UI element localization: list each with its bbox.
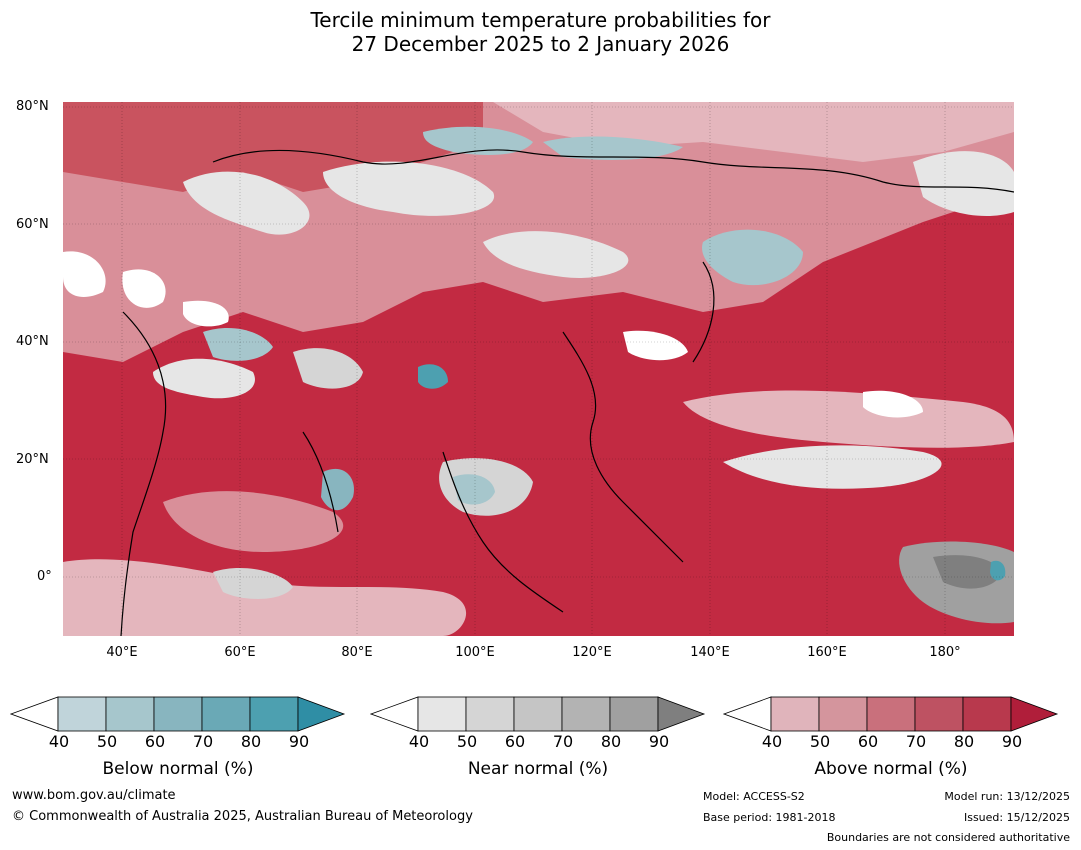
footer-model-run: Model run: 13/12/2025	[944, 790, 1070, 803]
near-tick-80: 80	[600, 732, 622, 751]
colorbar-max-triangle	[297, 696, 346, 732]
below-tick-60: 60	[144, 732, 166, 751]
footer-website: www.bom.gov.au/climate	[12, 788, 176, 803]
map-title: Tercile minimum temperature probabilitie…	[0, 8, 1081, 56]
lon-label-60e: 60°E	[224, 645, 256, 660]
colorbar-swatch	[249, 696, 299, 732]
above-tick-50: 50	[809, 732, 831, 751]
title-line-2: 27 December 2025 to 2 January 2026	[351, 32, 730, 56]
lon-label-100e: 100°E	[455, 645, 495, 660]
probability-map	[63, 102, 1014, 636]
colorbar-max-triangle	[657, 696, 706, 732]
near-tick-90: 90	[648, 732, 670, 751]
lat-label-60n: 60°N	[16, 217, 49, 232]
footer-copyright: © Commonwealth of Australia 2025, Austra…	[12, 809, 473, 824]
colorbar-below-swatches	[10, 696, 346, 732]
above-tick-70: 70	[905, 732, 927, 751]
colorbar-swatch	[914, 696, 964, 732]
footer-issued: Issued: 15/12/2025	[963, 811, 1070, 824]
colorbar-swatch	[513, 696, 563, 732]
legend-near-normal-label: Near normal (%)	[467, 759, 609, 779]
footer-disclaimer: Boundaries are not considered authoritat…	[826, 831, 1070, 844]
near-tick-70: 70	[552, 732, 574, 751]
colorbar-swatch	[818, 696, 868, 732]
map-canvas	[63, 102, 1014, 636]
colorbar-near-swatches	[370, 696, 706, 732]
lon-label-160e: 160°E	[807, 645, 847, 660]
colorbar-min-triangle	[723, 696, 772, 732]
colorbar-above-swatches	[723, 696, 1059, 732]
colorbar-swatch	[201, 696, 251, 732]
colorbar-swatch	[962, 696, 1012, 732]
near-tick-40: 40	[408, 732, 430, 751]
below-tick-40: 40	[48, 732, 70, 751]
colorbar-swatch	[866, 696, 916, 732]
lon-label-140e: 140°E	[690, 645, 730, 660]
lat-label-0: 0°	[37, 569, 52, 584]
lon-label-180: 180°	[929, 645, 961, 660]
colorbar-swatch	[770, 696, 820, 732]
colorbar-near-normal	[370, 696, 710, 732]
colorbar-swatch	[153, 696, 203, 732]
lat-label-20n: 20°N	[16, 452, 49, 467]
lon-label-120e: 120°E	[572, 645, 612, 660]
near-tick-60: 60	[504, 732, 526, 751]
below-tick-90: 90	[288, 732, 310, 751]
colorbar-min-triangle	[10, 696, 59, 732]
colorbar-max-triangle	[1010, 696, 1059, 732]
lon-label-80e: 80°E	[341, 645, 373, 660]
lon-label-40e: 40°E	[106, 645, 138, 660]
colorbar-swatch	[417, 696, 467, 732]
colorbar-min-triangle	[370, 696, 419, 732]
lat-label-80n: 80°N	[16, 99, 49, 114]
footer-model: Model: ACCESS-S2	[703, 790, 805, 803]
colorbar-swatch	[561, 696, 611, 732]
colorbar-below-normal	[10, 696, 350, 732]
below-tick-70: 70	[192, 732, 214, 751]
footer-base-period: Base period: 1981-2018	[703, 811, 836, 824]
colorbar-swatch	[105, 696, 155, 732]
lat-label-40n: 40°N	[16, 334, 49, 349]
colorbar-swatch	[465, 696, 515, 732]
above-tick-40: 40	[761, 732, 783, 751]
below-tick-80: 80	[240, 732, 262, 751]
colorbar-above-normal	[723, 696, 1063, 732]
near-tick-50: 50	[456, 732, 478, 751]
above-tick-90: 90	[1001, 732, 1023, 751]
legend-above-normal-label: Above normal (%)	[814, 759, 968, 779]
colorbar-swatch	[57, 696, 107, 732]
title-line-1: Tercile minimum temperature probabilitie…	[310, 8, 771, 32]
colorbar-swatch	[609, 696, 659, 732]
above-tick-60: 60	[857, 732, 879, 751]
above-tick-80: 80	[953, 732, 975, 751]
legend-below-normal-label: Below normal (%)	[102, 759, 254, 779]
below-tick-50: 50	[96, 732, 118, 751]
